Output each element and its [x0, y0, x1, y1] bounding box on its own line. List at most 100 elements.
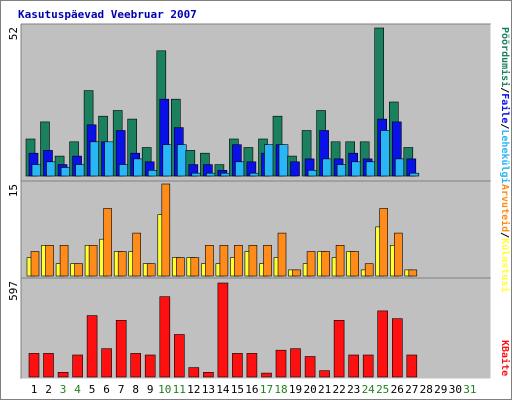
bar-arvuteid-day-4 — [74, 263, 83, 277]
bar-kbaite-day-15 — [232, 353, 243, 378]
bar-kbaite-day-27 — [406, 354, 418, 378]
bar-arvuteid-day-1 — [30, 251, 40, 277]
bar-lehekulgi-day-13 — [206, 172, 216, 177]
bar-lehekulgi-day-18 — [278, 144, 289, 177]
bar-kbaite-day-5 — [86, 315, 98, 378]
day-label-11: 11 — [173, 383, 186, 396]
bar-kbaite-day-25 — [377, 310, 389, 378]
legend-lehekulgi: Lehekülgi — [499, 129, 511, 183]
bar-kbaite-day-2 — [43, 353, 54, 378]
day-label-16: 16 — [245, 383, 258, 396]
bar-arvuteid-day-10 — [161, 183, 171, 277]
day-label-17: 17 — [260, 383, 273, 396]
day-label-7: 7 — [118, 383, 125, 396]
bar-kbaite-day-6 — [101, 348, 112, 378]
legend-kulastusi: Külastusi — [499, 238, 511, 292]
bar-arvuteid-day-18 — [277, 232, 287, 277]
bar-kbaite-day-8 — [130, 353, 141, 378]
bar-lehekulgi-day-12 — [191, 172, 202, 177]
day-label-25: 25 — [376, 383, 389, 396]
day-label-10: 10 — [158, 383, 171, 396]
day-label-24: 24 — [362, 383, 376, 396]
bar-kbaite-day-12 — [188, 367, 200, 378]
bar-arvuteid-day-24 — [364, 263, 374, 277]
day-label-1: 1 — [31, 383, 38, 396]
bar-kbaite-day-16 — [246, 353, 258, 378]
legend-top: Pöördumisi/Faile/Lehekülgi — [499, 27, 511, 184]
day-label-23: 23 — [347, 383, 360, 396]
day-label-15: 15 — [231, 383, 244, 396]
legend-arvuteid: Arvuteid — [499, 184, 511, 232]
bar-lehekulgi-day-23 — [351, 161, 362, 177]
bar-lehekulgi-day-9 — [147, 170, 158, 177]
bar-arvuteid-day-16 — [248, 245, 258, 277]
bar-kbaite-day-9 — [144, 354, 156, 378]
day-label-8: 8 — [132, 383, 139, 396]
bar-kbaite-day-13 — [203, 371, 214, 378]
day-label-18: 18 — [274, 383, 287, 396]
bar-kbaite-day-4 — [72, 354, 83, 378]
legend-faile: Faile — [499, 93, 511, 123]
bar-lehekulgi-day-21 — [322, 158, 332, 177]
bar-kbaite-day-19 — [290, 348, 301, 378]
bar-arvuteid-day-2 — [45, 245, 54, 277]
day-label-9: 9 — [147, 383, 154, 396]
legend-middle: Arvuteid/Külastusi — [499, 184, 511, 292]
bar-kbaite-day-3 — [57, 371, 69, 378]
bar-lehekulgi-day-1 — [31, 164, 42, 177]
bar-lehekulgi-day-24 — [365, 161, 376, 177]
bar-kbaite-day-21 — [319, 370, 330, 378]
legend-kbaite: KBaite — [499, 340, 511, 376]
bar-kbaite-day-20 — [304, 356, 316, 378]
bar-arvuteid-day-8 — [132, 232, 141, 277]
bar-arvuteid-day-6 — [103, 208, 112, 277]
day-label-27: 27 — [405, 383, 418, 396]
bar-lehekulgi-day-16 — [249, 172, 260, 177]
chart-title: Kasutuspäevad Veebruar 2007 — [18, 8, 197, 21]
day-label-31: 31 — [463, 383, 476, 396]
bar-arvuteid-day-22 — [335, 245, 345, 277]
bar-lehekulgi-day-3 — [60, 167, 71, 177]
day-label-28: 28 — [420, 383, 433, 396]
day-label-3: 3 — [60, 383, 67, 396]
bar-arvuteid-day-19 — [292, 269, 301, 277]
bar-lehekulgi-day-20 — [307, 170, 318, 177]
bar-arvuteid-day-27 — [408, 269, 418, 277]
y-max-label-top: 52 — [7, 27, 20, 40]
y-max-label-bottom: 597 — [7, 281, 20, 301]
bar-arvuteid-day-23 — [350, 251, 360, 277]
bar-lehekulgi-day-4 — [75, 164, 85, 177]
bar-lehekulgi-day-10 — [162, 144, 173, 177]
bar-lehekulgi-day-15 — [235, 161, 245, 177]
bar-lehekulgi-day-2 — [46, 161, 56, 177]
bar-faile-day-19 — [290, 161, 300, 177]
bar-lehekulgi-day-6 — [104, 141, 114, 177]
bar-arvuteid-day-3 — [59, 245, 69, 277]
bar-arvuteid-day-12 — [190, 257, 200, 277]
bar-kbaite-day-17 — [261, 372, 272, 378]
bar-arvuteid-day-9 — [146, 263, 156, 277]
day-label-19: 19 — [289, 383, 302, 396]
bar-arvuteid-day-13 — [205, 245, 214, 277]
bar-kbaite-day-1 — [28, 353, 40, 378]
day-label-2: 2 — [45, 383, 52, 396]
bar-arvuteid-day-15 — [234, 245, 243, 277]
bar-lehekulgi-day-22 — [336, 164, 347, 177]
bar-lehekulgi-day-7 — [118, 164, 129, 177]
y-max-label-middle: 15 — [7, 184, 20, 197]
bar-kbaite-day-26 — [391, 318, 403, 378]
bar-arvuteid-day-26 — [393, 232, 403, 277]
bar-lehekulgi-day-11 — [177, 144, 187, 177]
day-label-6: 6 — [103, 383, 110, 396]
bar-arvuteid-day-25 — [379, 208, 389, 277]
bar-kbaite-day-14 — [217, 282, 229, 378]
legend-pohg: Pöördumisi — [499, 27, 511, 87]
bar-kbaite-day-22 — [333, 319, 345, 378]
bar-arvuteid-day-14 — [219, 245, 229, 277]
bar-lehekulgi-day-17 — [264, 144, 274, 177]
day-label-29: 29 — [434, 383, 447, 396]
bar-lehekulgi-day-14 — [220, 172, 231, 177]
bar-arvuteid-day-7 — [117, 251, 127, 277]
